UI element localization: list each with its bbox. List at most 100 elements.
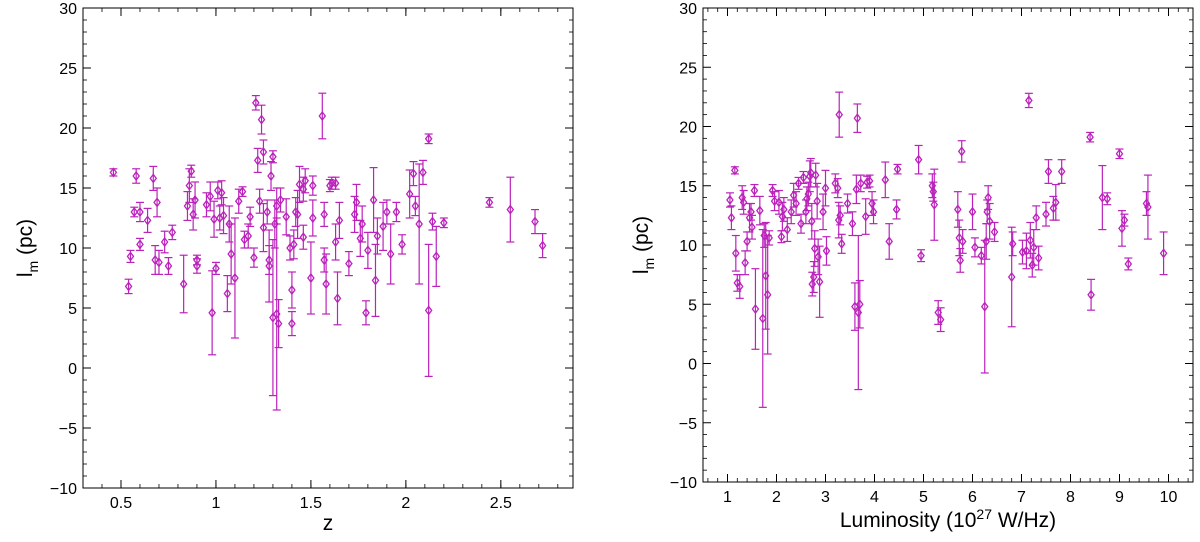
left-y-axis-label-subscript: m <box>25 261 41 273</box>
right-diamond-marker <box>813 196 821 207</box>
left-data-point <box>213 181 222 200</box>
left-data-marks <box>109 92 547 411</box>
right-data-point <box>977 246 986 265</box>
left-diamond-marker <box>124 281 133 292</box>
left-y-tick-label: 0 <box>68 361 77 378</box>
right-data-point <box>1120 213 1129 227</box>
left-diamond-marker <box>322 278 330 290</box>
left-data-point <box>301 168 310 194</box>
right-diamond-marker <box>1022 245 1031 257</box>
left-diamond-marker <box>274 318 283 329</box>
left-data-point <box>219 197 228 235</box>
right-diamond-marker <box>765 232 773 243</box>
left-diamond-marker <box>383 206 391 218</box>
right-data-point <box>1022 232 1031 270</box>
right-data-point <box>843 193 852 214</box>
right-data-point <box>970 237 979 258</box>
left-data-point <box>211 261 220 275</box>
right-data-point <box>763 234 772 355</box>
left-y-tick-label: −5 <box>59 421 77 438</box>
right-diamond-marker <box>792 198 800 209</box>
right-y-axis-label-unit: (pc) <box>630 216 653 258</box>
right-data-point <box>984 185 993 211</box>
left-data-point <box>344 251 353 277</box>
left-diamond-marker <box>151 254 159 266</box>
right-diamond-marker <box>885 236 894 247</box>
left-diamond-marker <box>320 209 329 220</box>
left-data-point <box>287 311 296 337</box>
right-data-point <box>1124 257 1133 271</box>
right-data-point <box>770 191 779 212</box>
left-diamond-marker <box>335 215 344 226</box>
right-diamond-marker <box>892 204 901 215</box>
left-diamond-marker <box>362 307 370 318</box>
left-x-tick-label: 1 <box>211 495 220 512</box>
right-data-point <box>885 223 894 260</box>
left-diamond-marker <box>288 284 296 296</box>
right-x-tick-label: 6 <box>968 489 977 506</box>
left-data-point <box>227 223 236 285</box>
left-diamond-marker <box>183 200 192 212</box>
right-diamond-marker <box>735 281 744 292</box>
left-diamond-marker <box>392 206 401 218</box>
right-data-point <box>731 234 740 272</box>
right-diamond-marker <box>956 255 965 266</box>
left-data-point <box>244 223 253 249</box>
left-diamond-marker <box>411 200 420 212</box>
right-diamond-marker <box>853 113 862 124</box>
left-diamond-marker <box>202 199 211 210</box>
right-data-point <box>1057 159 1066 184</box>
right-panel: 1 2 3 4 5 6 7 8 9 10 −10 −5 0 5 10 15 20 25 30 Luminosity … <box>630 1 1194 532</box>
right-diamond-marker <box>750 185 759 196</box>
left-data-point <box>274 299 283 349</box>
left-data-point <box>109 167 118 178</box>
right-diamond-marker <box>852 184 861 195</box>
right-diamond-marker <box>797 218 805 229</box>
left-diamond-marker <box>440 217 448 228</box>
left-data-point <box>306 241 315 315</box>
right-y-tick-label: 20 <box>679 120 697 137</box>
right-diamond-marker <box>758 313 767 324</box>
right-data-point <box>957 140 966 163</box>
left-diamond-marker <box>386 248 395 260</box>
right-diamond-marker <box>1044 166 1053 177</box>
left-diamond-marker <box>206 191 215 202</box>
right-diamond-marker <box>914 154 923 165</box>
right-diamond-marker <box>968 206 977 217</box>
left-diamond-marker <box>143 215 152 226</box>
left-data-point <box>249 247 258 268</box>
left-diamond-marker <box>265 260 273 272</box>
right-x-tick-label: 9 <box>1115 489 1124 506</box>
left-data-point <box>424 243 433 377</box>
left-data-point <box>192 258 201 274</box>
right-data-point <box>853 103 862 134</box>
right-x-axis-label: Luminosity (1027 W/Hz) <box>840 506 1056 532</box>
left-data-point <box>143 207 152 233</box>
left-data-point <box>187 164 196 178</box>
right-diamond-marker <box>869 206 878 217</box>
right-data-point <box>990 221 999 243</box>
right-diamond-marker <box>936 314 945 325</box>
left-y-tick-label: 15 <box>59 181 77 198</box>
left-data-point <box>320 201 329 227</box>
left-diamond-marker <box>352 197 361 208</box>
right-y-tick-label: 15 <box>679 179 697 196</box>
right-data-point <box>865 174 874 188</box>
left-data-point <box>149 165 158 191</box>
left-data-point <box>485 197 494 208</box>
right-data-point <box>738 185 747 211</box>
left-diamond-marker <box>255 196 264 207</box>
left-y-axis-label-main: l <box>14 273 37 278</box>
right-data-point <box>833 178 842 199</box>
right-diamond-marker <box>804 188 813 200</box>
right-diamond-marker <box>775 197 783 208</box>
right-y-tick-label: 10 <box>679 238 697 255</box>
left-data-point <box>371 243 380 317</box>
right-data-point <box>743 231 752 252</box>
right-data-point <box>837 233 846 254</box>
right-data-point <box>936 307 945 333</box>
left-data-point <box>217 180 226 206</box>
right-diamond-marker <box>843 198 852 209</box>
left-diamond-marker <box>234 196 243 207</box>
right-diamond-marker <box>836 210 845 221</box>
